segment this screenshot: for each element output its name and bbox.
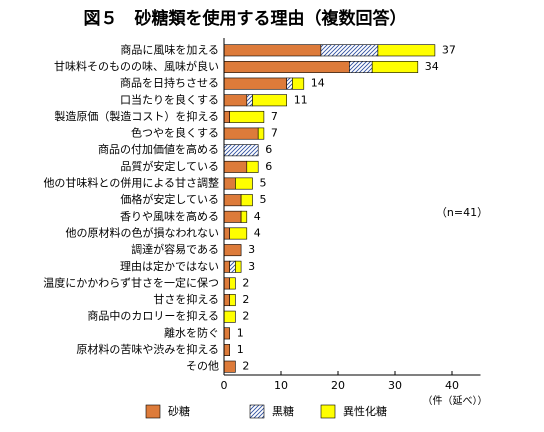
- bar-segment: [223, 244, 242, 257]
- bar-segment: [223, 44, 322, 57]
- bar-segment: [235, 260, 242, 273]
- total-label: 2: [242, 293, 249, 306]
- y-tick-label: 口当たりを良くする: [120, 92, 219, 106]
- bar-segment: [223, 94, 248, 107]
- bar-segment: [223, 360, 236, 373]
- bar-segment: [229, 294, 236, 307]
- y-tick-label: 商品中のカロリーを抑える: [87, 309, 219, 323]
- bar-segment: [223, 260, 230, 273]
- y-tick-label: 品質が安定している: [120, 159, 219, 173]
- x-tick-label: 40: [445, 379, 459, 392]
- x-tick-label: 20: [331, 379, 345, 392]
- total-label: 2: [242, 360, 249, 373]
- y-tick-label: 他の甘味料との併用による甘さ調整: [43, 176, 219, 190]
- total-label: 4: [254, 210, 261, 223]
- y-tick-label: 商品を日持ちさせる: [120, 76, 219, 90]
- y-tick-label: 香りや風味を高める: [120, 209, 219, 223]
- bar-segment: [349, 61, 373, 73]
- legend-swatch: [249, 404, 265, 419]
- total-label: 37: [442, 43, 456, 56]
- y-tick-label: 理由は定かではない: [120, 259, 219, 273]
- y-tick-label: 温度にかかわらず甘さを一定に保つ: [43, 275, 219, 289]
- y-tick-label: 他の原材料の色が損なわれない: [66, 225, 219, 239]
- bar-segment: [223, 160, 248, 173]
- bar-segment: [377, 44, 436, 57]
- total-label: 6: [265, 160, 272, 173]
- y-tick-label: 価格が安定している: [120, 192, 219, 206]
- bar-segment: [240, 194, 253, 207]
- bar-segment: [223, 344, 230, 356]
- legend-label: 砂糖: [168, 404, 190, 418]
- total-label: 6: [265, 143, 272, 156]
- bar-segment: [229, 227, 248, 240]
- x-tick-label: 0: [221, 379, 228, 392]
- total-label: 3: [248, 260, 255, 273]
- legend-swatch: [145, 404, 161, 419]
- bar-segment: [223, 110, 230, 123]
- legend-swatch: [320, 404, 336, 419]
- legend-label: 異性化糖: [343, 404, 387, 418]
- bar-segment: [320, 44, 379, 57]
- x-tick-label: 10: [274, 379, 288, 392]
- bar-segment: [223, 77, 288, 90]
- annotation: （n=41）: [436, 206, 488, 219]
- bar-segment: [229, 277, 236, 290]
- y-tick-label: 離水を防ぐ: [164, 325, 219, 339]
- total-label: 7: [271, 127, 278, 140]
- bar-segment: [223, 127, 259, 140]
- bar-segment: [252, 94, 288, 107]
- total-label: 1: [237, 326, 244, 339]
- total-label: 5: [260, 177, 267, 190]
- total-label: 14: [311, 77, 325, 90]
- bar-segment: [229, 110, 265, 123]
- y-tick-label: その他: [186, 360, 219, 373]
- bar-segment: [223, 144, 259, 157]
- bar-segment: [223, 294, 230, 307]
- total-label: 34: [425, 60, 439, 73]
- x-axis-label: （件（延べ））: [423, 395, 488, 407]
- bar-segment: [371, 61, 419, 73]
- y-tick-label: 製造原価（製造コスト）を抑える: [54, 109, 219, 123]
- y-tick-label: 商品の付加価値を高める: [98, 142, 219, 156]
- bar-segment: [246, 94, 253, 107]
- bar-segment: [223, 194, 242, 207]
- total-label: 2: [242, 276, 249, 289]
- bar-segment: [246, 160, 259, 173]
- bar-segment: [223, 177, 236, 190]
- total-label: 11: [294, 93, 308, 106]
- bar-segment: [223, 327, 230, 340]
- bar-segment: [223, 310, 236, 323]
- total-label: 5: [260, 193, 267, 206]
- bar-segment: [229, 260, 236, 273]
- y-tick-label: 甘さを抑える: [153, 292, 219, 306]
- bar-segment: [240, 210, 248, 223]
- bar-segment: [223, 227, 230, 240]
- bar-segment: [286, 77, 293, 90]
- bar-segment: [257, 127, 265, 140]
- bar-segment: [223, 210, 242, 223]
- bar-segment: [292, 77, 305, 90]
- total-label: 7: [271, 110, 278, 123]
- legend-label: 黒糖: [272, 404, 294, 418]
- chart-title: 図５ 砂糖類を使用する理由（複数回答）: [84, 8, 407, 29]
- y-tick-label: 原材料の苦味や渋みを抑える: [76, 342, 219, 356]
- total-label: 4: [254, 226, 261, 239]
- y-tick-label: 甘味料そのものの味、風味が良い: [54, 59, 219, 73]
- total-label: 3: [248, 243, 255, 256]
- x-tick-label: 30: [388, 379, 402, 392]
- bar-segment: [235, 177, 253, 190]
- total-label: 1: [237, 343, 244, 356]
- y-tick-label: 調達が容易である: [131, 242, 219, 256]
- y-tick-label: 色つやを良くする: [131, 126, 219, 140]
- bar-segment: [223, 61, 350, 73]
- total-label: 2: [242, 310, 249, 323]
- y-tick-label: 商品に風味を加える: [120, 42, 219, 56]
- bar-segment: [223, 277, 230, 290]
